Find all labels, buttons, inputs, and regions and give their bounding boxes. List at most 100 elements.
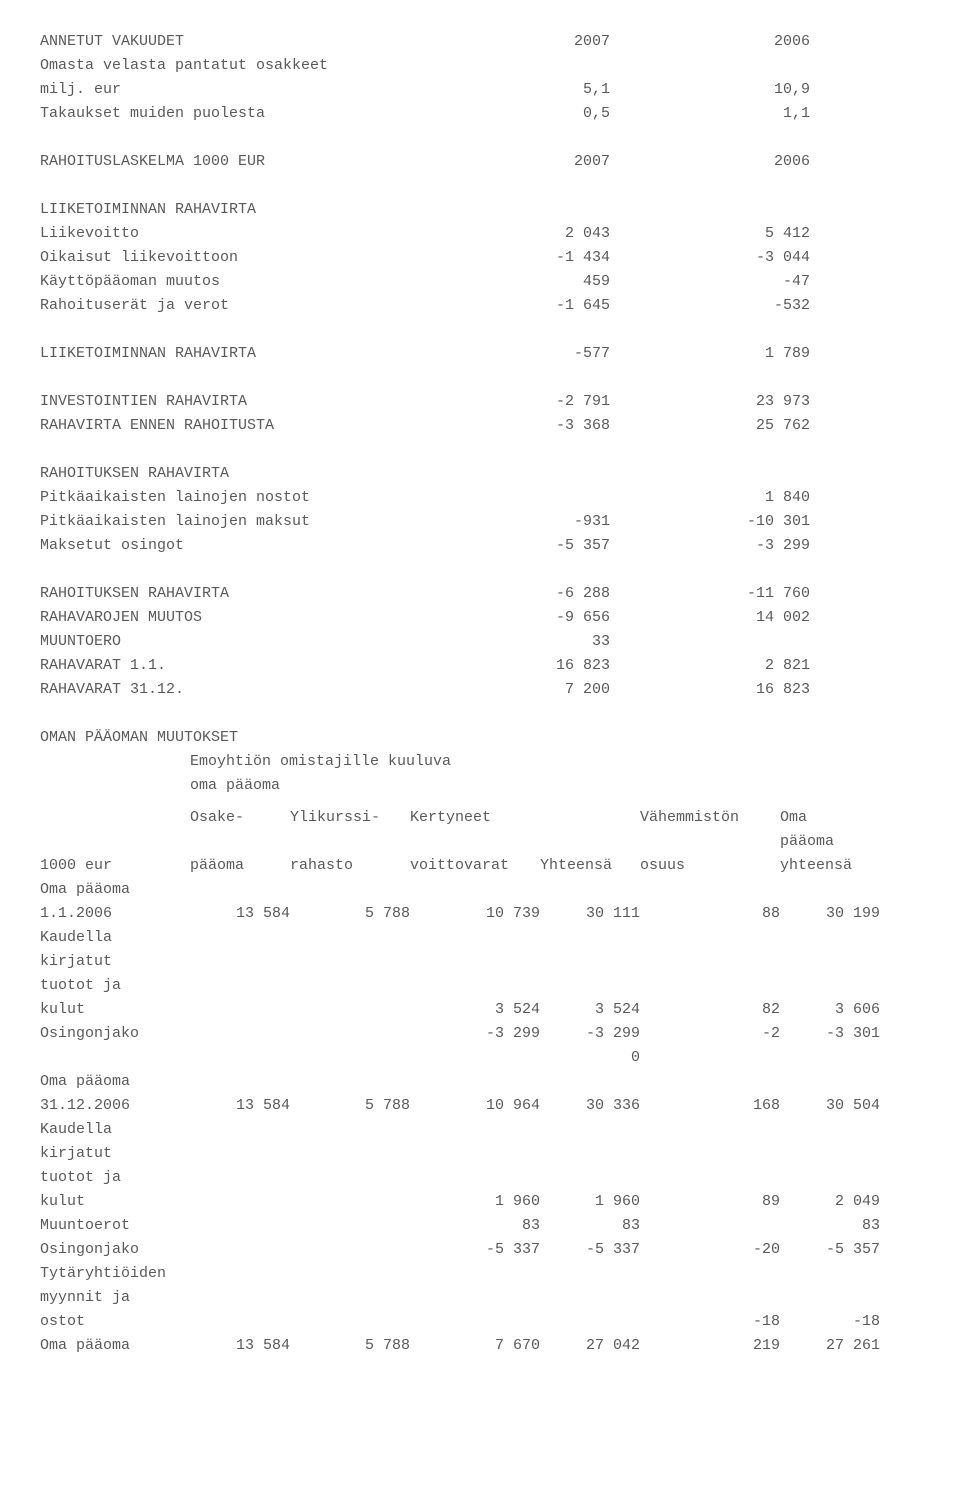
r11-v2: -11 760 bbox=[610, 582, 810, 606]
equity-subtitle1: Emoyhtiön omistajille kuuluva bbox=[190, 750, 920, 774]
r9c5: 219 bbox=[640, 1334, 780, 1358]
h-kert1: Kertyneet bbox=[410, 806, 540, 830]
r15-v2: 16 823 bbox=[610, 678, 810, 702]
r15-v1: 7 200 bbox=[410, 678, 610, 702]
h-osake1: Osake- bbox=[190, 806, 290, 830]
r1-v2: 5 412 bbox=[610, 222, 810, 246]
annetut-row3-v1: 0,5 bbox=[410, 102, 610, 126]
r9-v2: -10 301 bbox=[610, 510, 810, 534]
r9-v1: -931 bbox=[410, 510, 610, 534]
spacer bbox=[540, 806, 640, 830]
r4c6: 30 504 bbox=[780, 1094, 880, 1118]
lbl-kulut: kulut bbox=[40, 998, 190, 1022]
r8c6: -18 bbox=[780, 1310, 880, 1334]
r2c3: 3 524 bbox=[410, 998, 540, 1022]
r14-v1: 16 823 bbox=[410, 654, 610, 678]
sec1-title: LIIKETOIMINNAN RAHAVIRTA bbox=[40, 198, 410, 222]
r5c5: 89 bbox=[640, 1190, 780, 1214]
spacer bbox=[540, 830, 640, 854]
r5-v2: 1 789 bbox=[610, 342, 810, 366]
lbl-tytar1: Tytäryhtiöiden bbox=[40, 1262, 190, 1286]
r4c4: 30 336 bbox=[540, 1094, 640, 1118]
r7c5: -20 bbox=[640, 1238, 780, 1262]
r8-label: Pitkäaikaisten lainojen nostot bbox=[40, 486, 410, 510]
r1c3: 10 739 bbox=[410, 902, 540, 926]
r3c3: -3 299 bbox=[410, 1022, 540, 1046]
r1-label: Liikevoitto bbox=[40, 222, 410, 246]
r3-v2: -47 bbox=[610, 270, 810, 294]
lbl-tuototja: tuotot ja bbox=[40, 974, 190, 998]
r9c3: 7 670 bbox=[410, 1334, 540, 1358]
spacer bbox=[640, 830, 780, 854]
r5-label: LIIKETOIMINNAN RAHAVIRTA bbox=[40, 342, 410, 366]
r1c5: 88 bbox=[640, 902, 780, 926]
r3bc4: 0 bbox=[540, 1046, 640, 1070]
r6c6: 83 bbox=[780, 1214, 880, 1238]
r9c4: 27 042 bbox=[540, 1334, 640, 1358]
annetut-year2: 2006 bbox=[610, 30, 810, 54]
h-vah1: Vähemmistön bbox=[640, 806, 780, 830]
r12-v2: 14 002 bbox=[610, 606, 810, 630]
r3c6: -3 301 bbox=[780, 1022, 880, 1046]
spacer bbox=[410, 1310, 540, 1334]
r5-v1: -577 bbox=[410, 342, 610, 366]
equity-subtitle2: oma pääoma bbox=[190, 774, 920, 798]
r13-v2 bbox=[610, 630, 810, 654]
r15-label: RAHAVARAT 31.12. bbox=[40, 678, 410, 702]
annetut-row1-label: Omasta velasta pantatut osakkeet bbox=[40, 54, 410, 78]
r2c5: 82 bbox=[640, 998, 780, 1022]
r2c6: 3 606 bbox=[780, 998, 880, 1022]
r10-v1: -5 357 bbox=[410, 534, 610, 558]
spacer bbox=[190, 1238, 290, 1262]
spacer bbox=[40, 750, 190, 774]
r1c1: 13 584 bbox=[190, 902, 290, 926]
lbl-osingonjako2: Osingonjako bbox=[40, 1238, 190, 1262]
equity-title: OMAN PÄÄOMAN MUUTOKSET bbox=[40, 726, 238, 750]
spacer bbox=[40, 806, 190, 830]
lbl-kaudella: Kaudella bbox=[40, 926, 190, 950]
r13-v1: 33 bbox=[410, 630, 610, 654]
r4c3: 10 964 bbox=[410, 1094, 540, 1118]
spacer bbox=[190, 830, 290, 854]
rahoituslaskelma-year1: 2007 bbox=[410, 150, 610, 174]
spacer bbox=[190, 1046, 290, 1070]
spacer bbox=[290, 1190, 410, 1214]
r2-v2: -3 044 bbox=[610, 246, 810, 270]
r9c1: 13 584 bbox=[190, 1334, 290, 1358]
r4c1: 13 584 bbox=[190, 1094, 290, 1118]
annetut-row3-v2: 1,1 bbox=[610, 102, 810, 126]
r14-v2: 2 821 bbox=[610, 654, 810, 678]
lbl-kirjatut: kirjatut bbox=[40, 950, 190, 974]
r3-v1: 459 bbox=[410, 270, 610, 294]
r3-label: Käyttöpääoman muutos bbox=[40, 270, 410, 294]
h-oma3: yhteensä bbox=[780, 854, 880, 878]
r3c4: -3 299 bbox=[540, 1022, 640, 1046]
h-oma1: Oma bbox=[780, 806, 880, 830]
spacer bbox=[290, 1310, 410, 1334]
h-kert2: voittovarat bbox=[410, 854, 540, 878]
h-yli1: Ylikurssi- bbox=[290, 806, 410, 830]
r12-label: RAHAVAROJEN MUUTOS bbox=[40, 606, 410, 630]
r7c6: -5 357 bbox=[780, 1238, 880, 1262]
spacer bbox=[290, 1214, 410, 1238]
r8-v2: 1 840 bbox=[610, 486, 810, 510]
lbl-112006: 1.1.2006 bbox=[40, 902, 190, 926]
r5c4: 1 960 bbox=[540, 1190, 640, 1214]
lbl-tytar3: ostot bbox=[40, 1310, 190, 1334]
r4c2: 5 788 bbox=[290, 1094, 410, 1118]
sec2-title: RAHOITUKSEN RAHAVIRTA bbox=[40, 462, 410, 486]
r6-v2: 23 973 bbox=[610, 390, 810, 414]
r7c3: -5 337 bbox=[410, 1238, 540, 1262]
spacer bbox=[190, 1310, 290, 1334]
spacer bbox=[40, 1046, 190, 1070]
r6c3: 83 bbox=[410, 1214, 540, 1238]
spacer bbox=[40, 830, 190, 854]
spacer bbox=[290, 830, 410, 854]
annetut-row2-label: milj. eur bbox=[40, 78, 410, 102]
h-yht: Yhteensä bbox=[540, 854, 640, 878]
r9-label: Pitkäaikaisten lainojen maksut bbox=[40, 510, 410, 534]
r2c4: 3 524 bbox=[540, 998, 640, 1022]
r6-v1: -2 791 bbox=[410, 390, 610, 414]
r4-v1: -1 645 bbox=[410, 294, 610, 318]
r6-label: INVESTOINTIEN RAHAVIRTA bbox=[40, 390, 410, 414]
